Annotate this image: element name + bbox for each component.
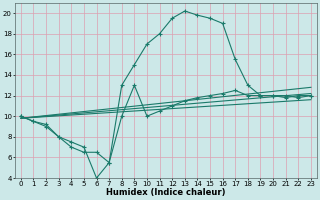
X-axis label: Humidex (Indice chaleur): Humidex (Indice chaleur) [106,188,226,197]
